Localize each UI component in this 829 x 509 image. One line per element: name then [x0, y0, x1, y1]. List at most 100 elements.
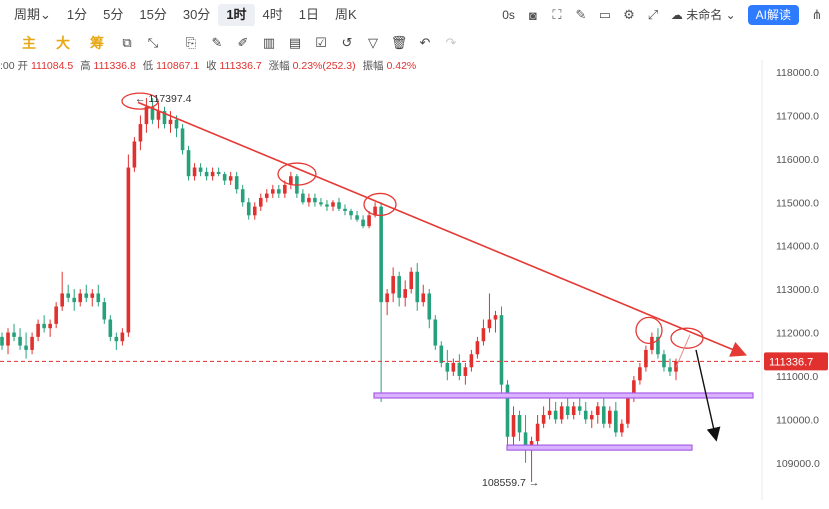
highlight-circle [121, 92, 159, 110]
candle-body [355, 215, 359, 220]
candle-pattern-icon[interactable]: ▥ [262, 35, 276, 50]
highlight-circle [670, 327, 704, 349]
magic-chart-icon[interactable]: ⧉ [122, 35, 132, 50]
change-value: 0.23%(252.3) [292, 60, 356, 72]
filter-icon[interactable]: ▽ [368, 35, 378, 50]
timeframe-tab[interactable]: 1时 [218, 4, 255, 26]
candle-body [409, 271, 414, 290]
timeframe-tab[interactable]: 15分 [139, 7, 167, 22]
redo-icon[interactable]: ↷ [445, 35, 457, 50]
indicator-tab[interactable]: 主 [22, 35, 36, 51]
candle-body [583, 410, 588, 420]
current-price-label: 111336.7 [769, 356, 813, 368]
candle-body [469, 354, 474, 368]
candle-body [283, 184, 287, 194]
candle-body [264, 193, 269, 198]
candle-body [481, 328, 486, 342]
magnet-icon[interactable]: ↺ [341, 35, 353, 50]
candle-body [668, 367, 672, 372]
candle-body [277, 189, 281, 194]
candle-body [84, 293, 89, 298]
candle-body [210, 171, 215, 177]
low-annotation: 108559.7 → [482, 477, 539, 489]
projection-arrow-down [695, 349, 721, 442]
indicator-tab[interactable]: 筹 [90, 35, 104, 51]
ohlc-readout: :00 开 111084.5 高 111336.8 低 110867.1 收 1… [0, 58, 420, 73]
candle-body [162, 111, 167, 125]
candle-body [523, 432, 528, 450]
candle-body [511, 415, 516, 437]
low-value: 110867.1 [156, 60, 200, 72]
candle-body [614, 410, 618, 433]
camera-icon[interactable]: ◙ [528, 7, 537, 23]
layout-selector[interactable]: ☁ 未命名 ⌄ [670, 8, 736, 22]
timeframe-tab[interactable]: 5分 [103, 7, 124, 22]
candle-body [349, 210, 353, 216]
highlight-circle [363, 192, 397, 217]
candle-body [499, 315, 504, 385]
candle-body [325, 204, 329, 207]
open-label: 开 [17, 60, 29, 72]
descending-trend-line [137, 101, 747, 357]
drawing-toolbar: 主 大 筹 ⧉ ⤡ ⎘ ✎ ✐ ▥ ▤ ☑ ↺ ▽ 🗑 ↶ ↷ [0, 32, 464, 54]
candle-body [626, 397, 630, 424]
timeframe-tab[interactable]: 周期⌄ [14, 7, 51, 22]
candle-body [457, 362, 462, 376]
candle-body [72, 297, 77, 303]
indicator-tab[interactable]: 大 [56, 35, 70, 51]
candle-body [403, 289, 407, 298]
candle-body [216, 171, 221, 175]
trash-icon[interactable]: 🗑 [390, 35, 408, 50]
delay-indicator[interactable]: 0s [502, 8, 515, 22]
candle-body [150, 106, 155, 120]
note-icon[interactable]: ☑ [315, 35, 327, 50]
trend-tool-icon[interactable]: ⤡ [147, 35, 159, 50]
candle-body [138, 124, 143, 142]
candle-body [222, 174, 227, 181]
candle-body [601, 406, 606, 424]
timeframe-tab[interactable]: 4时 [262, 7, 283, 22]
timeframe-tab[interactable]: 1日 [298, 7, 320, 22]
brush-icon[interactable]: ✐ [237, 35, 249, 50]
candle-body [66, 293, 70, 298]
y-tick-label: 117000.0 [776, 110, 819, 122]
candle-body [379, 206, 383, 303]
candle-body [204, 171, 209, 177]
timeframe-tab[interactable]: 周K [335, 7, 357, 22]
candle-body [475, 341, 480, 355]
high-value: 111336.8 [93, 60, 136, 72]
candle-body [48, 323, 52, 329]
close-value: 111336.7 [219, 60, 262, 72]
candle-body [331, 202, 335, 207]
candle-body [644, 349, 648, 368]
copy-icon[interactable]: ⎘ [185, 35, 197, 50]
pencil-icon[interactable]: ✎ [211, 35, 223, 50]
y-tick-label: 110000.0 [776, 414, 819, 426]
change-label: 涨幅 [268, 60, 290, 72]
candle-body [427, 293, 432, 320]
clipboard-icon[interactable]: ▤ [288, 35, 302, 50]
support-zone-lower [506, 444, 693, 451]
candle-body [517, 415, 522, 433]
expand-icon[interactable]: ⤢ [647, 7, 659, 22]
panel-icon[interactable]: ▭ [598, 7, 612, 22]
candle-body [289, 176, 293, 185]
undo-icon[interactable]: ↶ [419, 35, 431, 50]
candle-body [132, 141, 137, 168]
timeframe-tab[interactable]: 30分 [182, 7, 211, 22]
candle-body [234, 176, 239, 190]
candle-body [90, 293, 95, 298]
candle-body [42, 323, 46, 329]
timeframe-tab[interactable]: 1分 [66, 7, 88, 22]
settings-gear-icon[interactable]: ⚙ [623, 7, 635, 22]
edit-icon[interactable]: ✎ [575, 7, 587, 22]
fullscreen-icon[interactable]: ⛶ [552, 7, 562, 22]
share-icon[interactable]: ⋔ [811, 7, 823, 22]
ai-interpret-button[interactable]: AI解读 [747, 5, 799, 25]
candle-body [535, 423, 540, 442]
candle-body [541, 415, 546, 424]
candle-body [60, 293, 64, 307]
support-zone-upper [373, 392, 754, 399]
candle-body [385, 293, 389, 303]
